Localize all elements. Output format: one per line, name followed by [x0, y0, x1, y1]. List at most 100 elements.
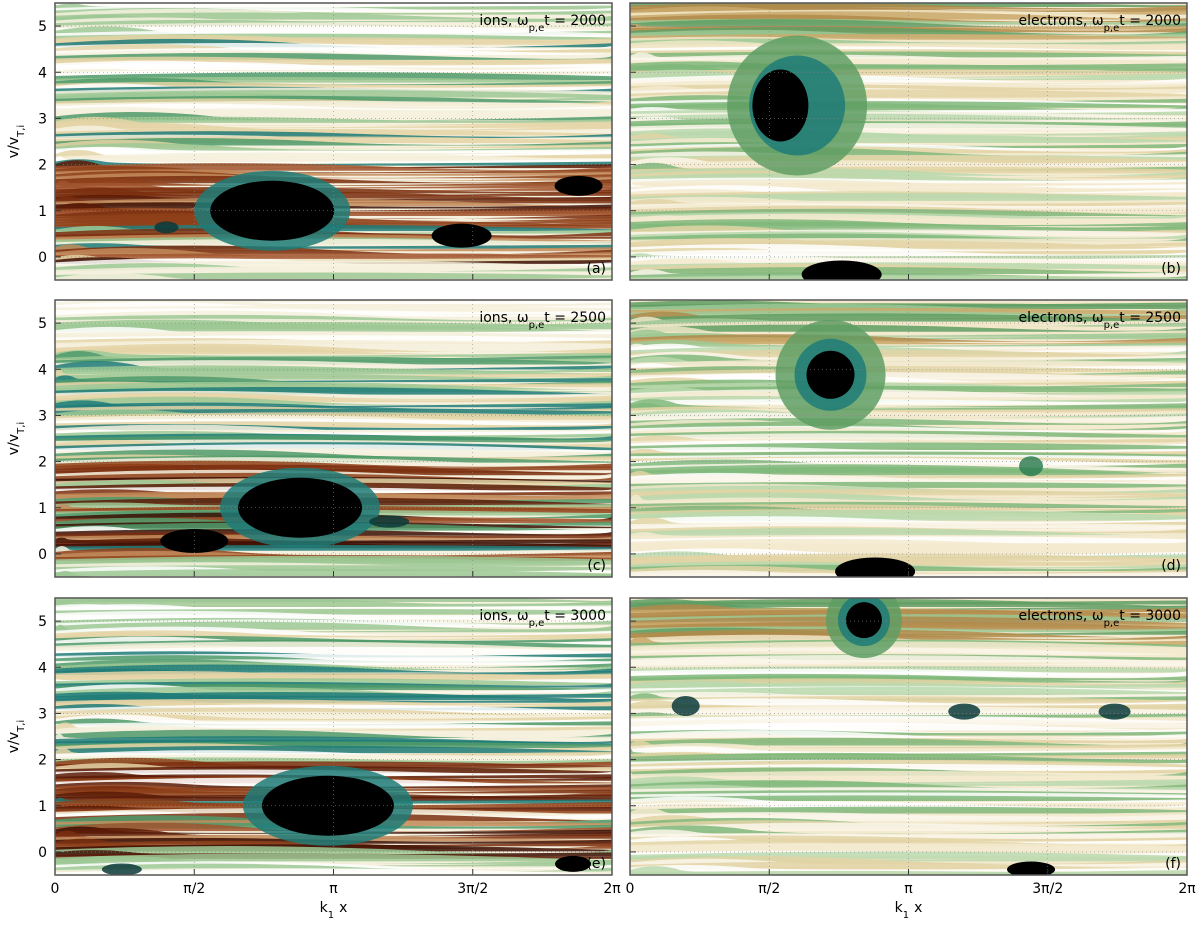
annotation-suffix: t = 3000 [544, 608, 606, 624]
annotation: ions, ωp,et = 2000 [479, 13, 606, 34]
annotation-suffix: t = 2500 [1119, 310, 1181, 326]
x-label: k1 x [895, 900, 923, 921]
annotation-text: electrons, ω [1018, 310, 1103, 326]
texture [55, 369, 612, 378]
annotation-subscript: p,e [529, 320, 545, 331]
annotation: electrons, ωp,et = 3000 [1018, 608, 1181, 629]
y-label-text: v/v [6, 732, 22, 753]
panel [630, 598, 1187, 875]
annotation-suffix: t = 2000 [544, 13, 606, 29]
panel-label: (e) [586, 856, 606, 872]
x-label-suffix: x [339, 900, 347, 916]
y-tick-label: 1 [38, 204, 47, 220]
texture [630, 329, 1187, 337]
panel [630, 300, 1187, 577]
texture [55, 858, 612, 867]
x-tick-label: π/2 [758, 881, 780, 897]
y-tick-label: 1 [38, 799, 47, 815]
y-tick-label: 3 [38, 408, 47, 424]
x-label-text: k [320, 900, 329, 916]
x-tick-label: 2π [1178, 881, 1196, 897]
y-label: v/vT,i [6, 720, 27, 753]
y-tick-label: 0 [38, 845, 47, 861]
texture [630, 686, 1187, 696]
x-label-subscript: 1 [328, 910, 334, 921]
x-tick-label: 2π [603, 881, 621, 897]
texture [55, 152, 612, 161]
texture [630, 737, 1187, 746]
vortex [431, 223, 492, 248]
annotation-text: electrons, ω [1018, 608, 1103, 624]
texture [55, 601, 612, 608]
y-label-text: v/v [6, 137, 22, 158]
x-tick-label: 0 [626, 881, 635, 897]
texture [55, 826, 612, 834]
frame [629, 299, 1188, 578]
panel-label: (d) [1161, 558, 1181, 574]
y-tick-label: 4 [38, 660, 47, 676]
vortex [752, 69, 809, 142]
y-tick-label: 4 [38, 65, 47, 81]
texture [55, 122, 612, 131]
y-tick-label: 3 [38, 111, 47, 127]
panel-label: (a) [586, 261, 606, 277]
texture [630, 657, 1187, 665]
y-tick-label: 5 [38, 19, 47, 35]
texture [55, 748, 612, 756]
annotation: ions, ωp,et = 3000 [479, 608, 606, 629]
x-tick-label: 0 [51, 881, 60, 897]
annotation: electrons, ωp,et = 2000 [1018, 13, 1181, 34]
annotation-subscript: p,e [529, 618, 545, 629]
vortex [210, 180, 335, 241]
annotation-text: ions, ω [479, 310, 528, 326]
texture [630, 494, 1187, 504]
y-label-subscript: T,i [16, 125, 27, 138]
texture [630, 313, 1187, 322]
y-tick-label: 2 [38, 753, 47, 769]
y-tick-label: 2 [38, 158, 47, 174]
panel [630, 3, 1187, 280]
texture [55, 65, 612, 73]
vortex [554, 175, 603, 196]
y-label: v/vT,i [6, 422, 27, 455]
texture [630, 266, 1187, 274]
x-tick-label: 3π/2 [1032, 881, 1063, 897]
texture [630, 516, 1187, 524]
texture [55, 14, 612, 23]
texture [630, 776, 1187, 784]
texture [55, 630, 612, 638]
texture [55, 163, 612, 171]
annotation-text: ions, ω [479, 13, 528, 29]
annotation-suffix: t = 3000 [1119, 608, 1181, 624]
texture [55, 196, 612, 204]
texture [55, 853, 612, 862]
frame [54, 2, 613, 281]
annotation-subscript: p,e [1104, 618, 1120, 629]
vortex [1007, 861, 1056, 875]
frame [54, 299, 613, 578]
texture [55, 360, 612, 367]
y-label-subscript: T,i [16, 720, 27, 733]
x-label-suffix: x [914, 900, 922, 916]
texture [55, 830, 612, 839]
texture [630, 602, 1187, 610]
annotation-text: electrons, ω [1018, 13, 1103, 29]
annotation-subscript: p,e [1104, 320, 1120, 331]
y-tick-label: 2 [38, 455, 47, 471]
y-tick-label: 5 [38, 316, 47, 332]
texture [630, 349, 1187, 357]
texture [630, 198, 1187, 206]
texture [55, 160, 612, 169]
texture [630, 746, 1187, 754]
y-tick-label: 1 [38, 501, 47, 517]
texture [630, 545, 1187, 554]
texture [55, 244, 612, 252]
texture [55, 714, 612, 724]
vortex [948, 703, 981, 720]
y-tick-label: 3 [38, 706, 47, 722]
vortex [845, 602, 882, 639]
texture [630, 52, 1187, 60]
y-tick-label: 0 [38, 547, 47, 563]
annotation-subscript: p,e [1104, 23, 1120, 34]
texture [630, 548, 1187, 556]
